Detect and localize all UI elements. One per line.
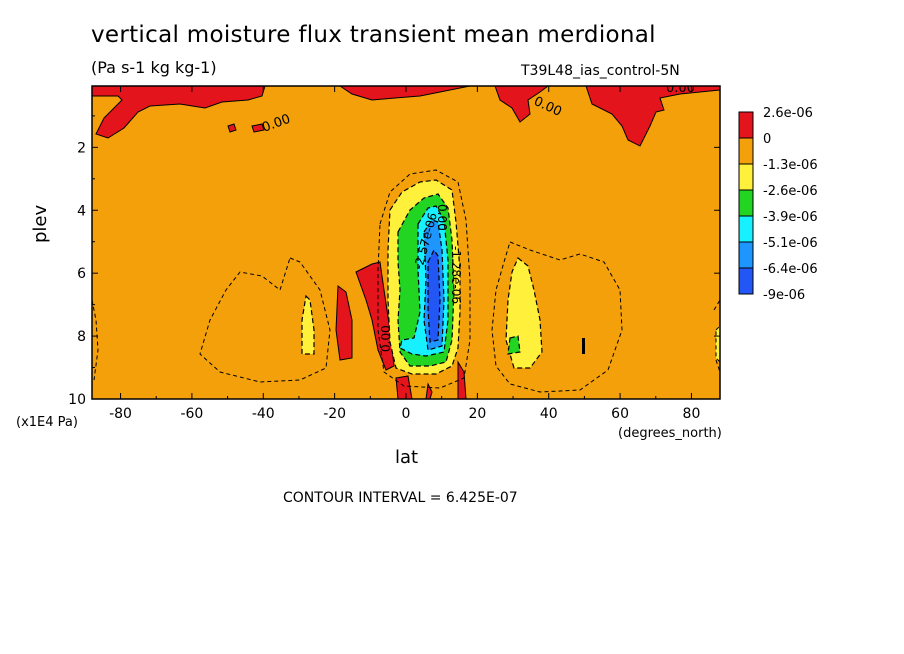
positive-region-top-right-2 <box>585 86 720 147</box>
x-tick-label: -80 <box>109 406 132 422</box>
colorbar-swatch <box>738 111 754 139</box>
colorbar-label: -3.9e-06 <box>763 210 818 225</box>
colorbar-swatch <box>738 163 754 191</box>
positive-region-top-left <box>92 86 266 139</box>
run-label: T39L48_ias_control-5N <box>521 63 680 79</box>
positive-region-left-spike <box>335 285 353 361</box>
plot-area: 0.00 0.00 0.00 0.00 0.00 -2.57e-06 -1.28… <box>92 81 720 399</box>
colorbar-legend: 2.6e-06 0 -1.3e-06 -2.6e-06 -3.9e-06 -5.1e-06… <box>738 106 818 303</box>
x-tick-label: -40 <box>252 406 275 422</box>
x-tick-label: -60 <box>180 406 203 422</box>
contour-dashed-core <box>377 169 471 389</box>
x-unit-label: (degrees_north) <box>618 426 722 441</box>
colorbar-swatch <box>738 137 754 165</box>
positive-region-center-spike <box>355 261 395 371</box>
x-tick-label: 60 <box>611 406 629 422</box>
colorbar-label: 2.6e-06 <box>763 106 813 121</box>
positive-region-small-2 <box>251 123 265 133</box>
y-tick-label: 4 <box>77 203 86 219</box>
contour-label-7: -1.28e-06 <box>449 246 463 304</box>
negative-region-far-right-yellow <box>715 325 720 363</box>
colorbar-swatch <box>738 241 754 269</box>
contour-label-4: 0.00 <box>379 325 393 352</box>
chart-title: vertical moisture flux transient mean me… <box>91 22 656 48</box>
x-tick-label: 20 <box>468 406 486 422</box>
colorbar-swatch <box>738 267 754 295</box>
small-feature-right <box>582 338 585 354</box>
colorbar-label: -2.6e-06 <box>763 184 818 199</box>
y-tick-label: 10 <box>68 392 86 408</box>
positive-region-bottom-2 <box>457 360 467 399</box>
x-ticks: -80 -60 -40 -20 0 20 40 60 80 <box>109 86 700 422</box>
x-tick-label: 40 <box>540 406 558 422</box>
y-ticks: 2 4 6 8 10 <box>68 115 720 408</box>
colorbar-label: -9e-06 <box>763 288 805 303</box>
colorbar-label: 0 <box>763 132 771 147</box>
contour-dashed-left <box>199 257 331 383</box>
y-tick-label: 2 <box>77 140 86 156</box>
positive-region-top-right-1 <box>494 86 549 123</box>
colorbar-label: -5.1e-06 <box>763 236 818 251</box>
contour-dashed-right <box>491 241 623 393</box>
contour-label-3: 0.00 <box>666 81 695 96</box>
colorbar-swatch <box>738 215 754 243</box>
positive-region-bottom-1 <box>395 375 413 399</box>
negative-region-left-yellow <box>301 294 315 355</box>
x-tick-label: -20 <box>323 406 346 422</box>
positive-region-bottom-3 <box>425 382 433 399</box>
y-tick-label: 8 <box>77 329 86 345</box>
colorbar-label: -6.4e-06 <box>763 262 818 277</box>
negative-region-right-green <box>507 335 521 355</box>
colorbar-label: -1.3e-06 <box>763 158 818 173</box>
x-axis-label: lat <box>395 447 419 468</box>
contour-dashed-left-edge <box>92 299 99 381</box>
y-unit-label: (x1E4 Pa) <box>16 415 78 430</box>
y-tick-label: 6 <box>77 266 86 282</box>
negative-region-core-deepblue <box>427 248 441 343</box>
chart-subtitle: (Pa s-1 kg kg-1) <box>91 58 217 77</box>
x-tick-label: 0 <box>402 406 411 422</box>
contour-label-5: 0.00 <box>435 204 449 231</box>
contour-interval-note: CONTOUR INTERVAL = 6.425E-07 <box>283 490 518 506</box>
positive-region-small-1 <box>227 123 237 133</box>
colorbar-swatch <box>738 189 754 217</box>
x-tick-label: 80 <box>683 406 701 422</box>
